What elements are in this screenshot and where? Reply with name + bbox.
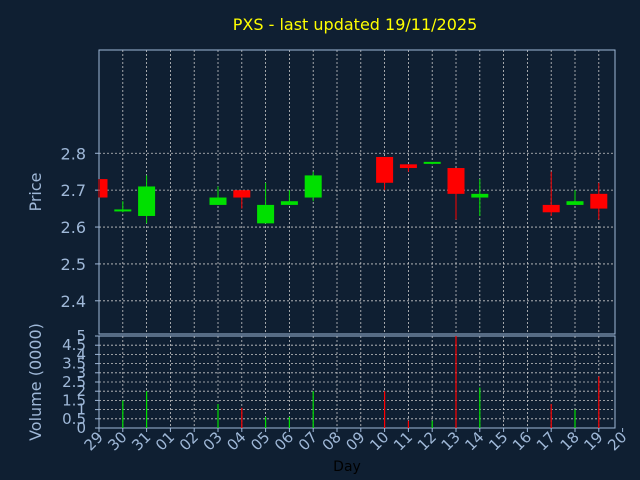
candle-body — [399, 164, 417, 169]
x-tick-label: 12 — [414, 428, 440, 454]
x-tick-label: 17 — [533, 428, 559, 454]
x-tick-label: 04 — [223, 428, 249, 454]
volume-tick-label: 2 — [76, 382, 86, 400]
volume-tick-label: 0 — [76, 419, 86, 437]
price-panel-frame — [98, 49, 616, 335]
candle-body — [471, 193, 489, 198]
x-tick-label: 09 — [342, 428, 368, 454]
x-tick-label: 02 — [176, 428, 202, 454]
candle-body — [209, 197, 227, 205]
x-tick-label: 31 — [128, 428, 154, 454]
candle-body — [257, 204, 275, 224]
x-tick-label: 19 — [580, 428, 606, 454]
x-tick-label: 01 — [152, 428, 178, 454]
price-tick-label: 2.5 — [61, 255, 86, 274]
price-axis-label: Price — [26, 172, 45, 211]
volume-tick-label: 1 — [76, 401, 86, 419]
candle-body — [114, 209, 132, 212]
candles — [98, 156, 608, 224]
volume-tick-label: 5 — [76, 327, 86, 345]
price-tick-label: 2.7 — [61, 181, 86, 200]
volume-tick-label: 4 — [76, 345, 86, 363]
x-tick-label: 06 — [271, 428, 297, 454]
volume-y-ticks: 00.511.522.533.544.55 — [62, 327, 99, 437]
price-tick-label: 2.6 — [61, 218, 86, 237]
x-tick-label: 18 — [557, 428, 583, 454]
candle-body — [590, 193, 608, 209]
candle-body — [566, 201, 584, 205]
price-grid — [99, 50, 615, 334]
x-tick-label: 20 — [604, 428, 630, 454]
candle-body — [542, 204, 560, 213]
candle-body — [304, 175, 322, 198]
price-y-ticks: 2.4 2.5 2.6 2.7 2.8 — [61, 144, 99, 311]
volume-bars — [122, 336, 600, 428]
x-tick-label: 03 — [200, 428, 226, 454]
x-tick-label: 11 — [390, 428, 416, 454]
volume-tick-label: 3.5 — [62, 355, 86, 373]
price-tick-label: 2.8 — [61, 144, 86, 163]
x-tick-label: 07 — [295, 428, 321, 454]
x-tick-label: 30 — [104, 428, 130, 454]
candle-body — [138, 186, 156, 216]
x-axis-label: Day — [333, 459, 361, 475]
volume-tick-label: 2.5 — [62, 373, 86, 391]
volume-tick-label: 1.5 — [62, 391, 86, 409]
candle-body — [423, 161, 441, 164]
candle-body — [447, 168, 465, 194]
x-tick-label: 10 — [366, 428, 392, 454]
volume-tick-label: 4.5 — [62, 336, 86, 354]
candle-body — [100, 179, 108, 198]
x-axis-ticks: 2930310102030405060708091011121314151617… — [81, 428, 630, 454]
candle-body — [233, 190, 251, 198]
price-tick-label: 2.4 — [61, 292, 86, 311]
chart-title: PXS - last updated 19/11/2025 — [233, 15, 478, 34]
x-tick-label: 14 — [461, 428, 487, 454]
candle-body — [280, 201, 298, 205]
x-tick-label: 15 — [485, 428, 511, 454]
volume-tick-label: 0.5 — [62, 410, 86, 428]
volume-axis-label: Volume (0000) — [26, 323, 45, 441]
volume-grid — [99, 335, 615, 429]
volume-tick-label: 3 — [76, 364, 86, 382]
x-tick-label: 16 — [509, 428, 535, 454]
x-tick-label: 13 — [438, 428, 464, 454]
x-tick-label: 05 — [247, 428, 273, 454]
candle-body — [376, 156, 394, 183]
x-tick-label: 08 — [319, 428, 345, 454]
